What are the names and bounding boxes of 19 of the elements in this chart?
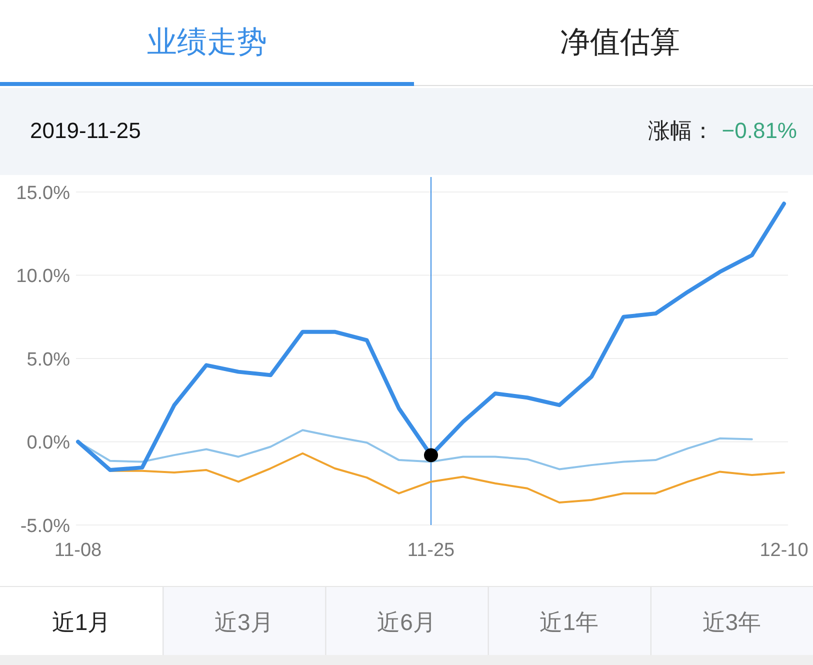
y-tick-label: 10.0% [16, 266, 70, 288]
line-series [76, 202, 786, 472]
x-tick-label: 11-25 [407, 540, 455, 561]
text: 近3月 [214, 609, 274, 635]
y-tick-label: 15.0% [16, 182, 70, 204]
text: 涨幅： [648, 118, 714, 143]
text: 净值估算 [560, 26, 680, 59]
text: −0.81% [722, 118, 797, 143]
y-tick-label: 5.0% [26, 349, 70, 370]
text: 近3年 [702, 609, 762, 635]
x-tick-label: 11-08 [54, 540, 102, 561]
text: 近6月 [377, 609, 436, 635]
y-tick-label: 0.0% [26, 432, 70, 454]
text: 近1年 [540, 609, 598, 635]
y-tick-label: -5.0% [20, 516, 70, 537]
text: 近1月 [52, 609, 111, 635]
x-tick-label: 12-10 [760, 540, 808, 561]
text: 业绩走势 [147, 26, 267, 59]
text: 2019-11-25 [30, 118, 141, 143]
